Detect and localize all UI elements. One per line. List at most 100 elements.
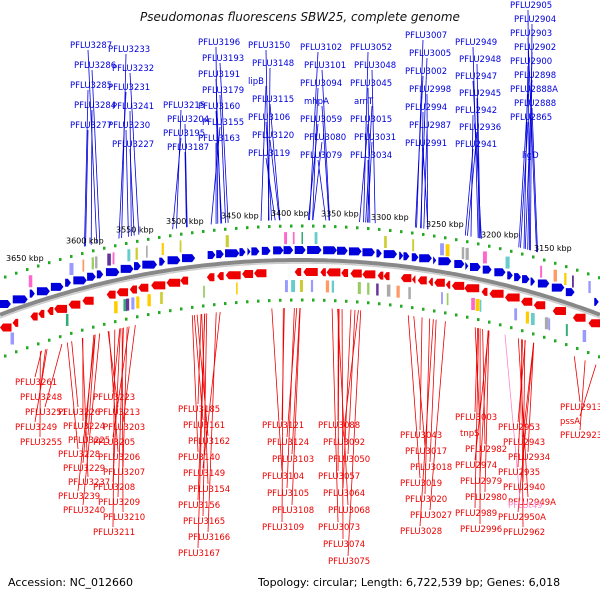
backbone-arc bbox=[0, 258, 600, 317]
gene-feature bbox=[68, 300, 81, 309]
gene-feature bbox=[294, 246, 306, 255]
reverse-leader-line bbox=[44, 344, 63, 408]
ring-dot bbox=[411, 306, 414, 310]
gene-feature bbox=[350, 269, 362, 278]
forward-gene-label: PFLU3277 bbox=[70, 121, 112, 131]
forward-leader-line bbox=[426, 93, 429, 230]
gene-feature bbox=[411, 253, 419, 262]
reverse-gene-label: PFLU3104 bbox=[262, 472, 304, 482]
outer-tick-ring bbox=[4, 224, 600, 280]
forward-gene-label: PFLU3286 bbox=[74, 61, 116, 71]
forward-gene-label: PFLU3287 bbox=[70, 41, 112, 51]
reverse-leader-line bbox=[122, 326, 128, 468]
forward-gene-label: PFLU2888A bbox=[510, 85, 558, 95]
forward-gene-label: PFLU2900 bbox=[510, 57, 552, 67]
ring-dot bbox=[587, 351, 590, 355]
reverse-gene-label: PFLU3108 bbox=[272, 506, 314, 516]
ring-dot bbox=[48, 261, 51, 265]
reverse-leader-line bbox=[81, 338, 89, 478]
forward-gene-label: PFLU2898 bbox=[514, 71, 556, 81]
forward-leader-line bbox=[84, 89, 89, 247]
ring-dot bbox=[268, 299, 271, 303]
function-block bbox=[310, 280, 314, 293]
scale-tick-label: 3400 kbp bbox=[271, 209, 309, 218]
function-block bbox=[314, 232, 318, 245]
ring-dot bbox=[510, 326, 513, 330]
ring-dot bbox=[92, 249, 95, 253]
ring-dot bbox=[356, 300, 359, 304]
function-block bbox=[479, 299, 482, 312]
forward-gene-label: PFLU2941 bbox=[455, 140, 497, 150]
gene-feature bbox=[530, 277, 535, 286]
forward-leader-line bbox=[265, 121, 273, 221]
gene-feature bbox=[30, 312, 38, 321]
ring-dot bbox=[543, 335, 546, 339]
ring-dot bbox=[147, 313, 150, 317]
forward-gene-label: PFLU2888 bbox=[514, 99, 556, 109]
function-block bbox=[131, 297, 135, 310]
forward-leader-line bbox=[215, 110, 223, 224]
reverse-leader-line bbox=[573, 356, 581, 403]
function-block bbox=[471, 297, 475, 310]
reverse-gene-label: PFLU3240 bbox=[63, 506, 105, 516]
forward-leader-line bbox=[129, 148, 135, 236]
reverse-gene-label: PFLU2953 bbox=[498, 423, 540, 433]
function-block bbox=[441, 292, 443, 305]
gene-feature bbox=[588, 319, 600, 328]
gene-feature bbox=[383, 250, 398, 259]
forward-gene-label: PFLU2991 bbox=[405, 139, 447, 149]
reverse-leader-line bbox=[579, 360, 586, 431]
reverse-gene-label: PFLU2949A bbox=[508, 498, 556, 508]
ring-dot bbox=[576, 268, 579, 272]
reverse-leader-line bbox=[579, 364, 597, 417]
forward-gene-label: PFLU2865 bbox=[510, 113, 552, 123]
function-block bbox=[291, 280, 296, 293]
reverse-gene-label: PFLU2940 bbox=[503, 483, 545, 493]
ring-dot bbox=[224, 227, 227, 231]
function-block bbox=[530, 313, 535, 326]
reverse-gene-label: PFLU3239 bbox=[58, 492, 100, 502]
reverse-gene-label: PFLU3249 bbox=[15, 423, 57, 433]
reverse-gene-label: PFLU3251 bbox=[25, 408, 67, 418]
function-block bbox=[112, 252, 115, 265]
function-block bbox=[445, 244, 450, 257]
ring-dot bbox=[213, 303, 216, 307]
forward-leader-line bbox=[176, 109, 182, 229]
reverse-leader-line bbox=[291, 307, 301, 455]
ring-dot bbox=[70, 254, 73, 258]
function-block bbox=[146, 245, 148, 258]
gene-feature bbox=[50, 282, 64, 291]
reverse-gene-label: PFLU3140 bbox=[178, 453, 220, 463]
ring-dot bbox=[290, 298, 293, 302]
reverse-gene-label: PFLU2943 bbox=[503, 438, 545, 448]
gene-feature bbox=[0, 323, 12, 332]
ring-dot bbox=[59, 257, 62, 261]
gene-feature bbox=[438, 257, 452, 266]
forward-gene-label: PFLU2902 bbox=[514, 43, 556, 53]
ring-dot bbox=[587, 272, 590, 276]
ring-dot bbox=[532, 255, 535, 259]
forward-leader-line bbox=[260, 85, 267, 221]
function-block bbox=[571, 275, 574, 288]
forward-function-track bbox=[28, 232, 591, 294]
reverse-leader-line bbox=[474, 330, 490, 461]
forward-leader-line bbox=[423, 129, 428, 229]
ring-dot bbox=[235, 301, 238, 305]
ring-dot bbox=[213, 228, 216, 232]
gene-feature bbox=[303, 268, 318, 277]
reverse-gene-label: PFLU3043 bbox=[400, 431, 442, 441]
reverse-leader-line bbox=[484, 330, 490, 493]
gene-feature bbox=[514, 273, 521, 282]
forward-gene-label: arnT bbox=[354, 97, 374, 107]
gene-feature bbox=[537, 279, 550, 288]
reverse-gene-label: PFLU3003 bbox=[455, 413, 497, 423]
scale-tick-label: 3650 kbp bbox=[6, 254, 44, 263]
ring-dot bbox=[81, 328, 84, 332]
ring-dot bbox=[147, 237, 150, 241]
ring-dot bbox=[158, 311, 161, 315]
forward-gene-label: PFLU3230 bbox=[108, 121, 150, 131]
reverse-leader-line bbox=[474, 327, 479, 413]
forward-leader-line bbox=[420, 111, 424, 229]
ring-dot bbox=[499, 323, 502, 327]
